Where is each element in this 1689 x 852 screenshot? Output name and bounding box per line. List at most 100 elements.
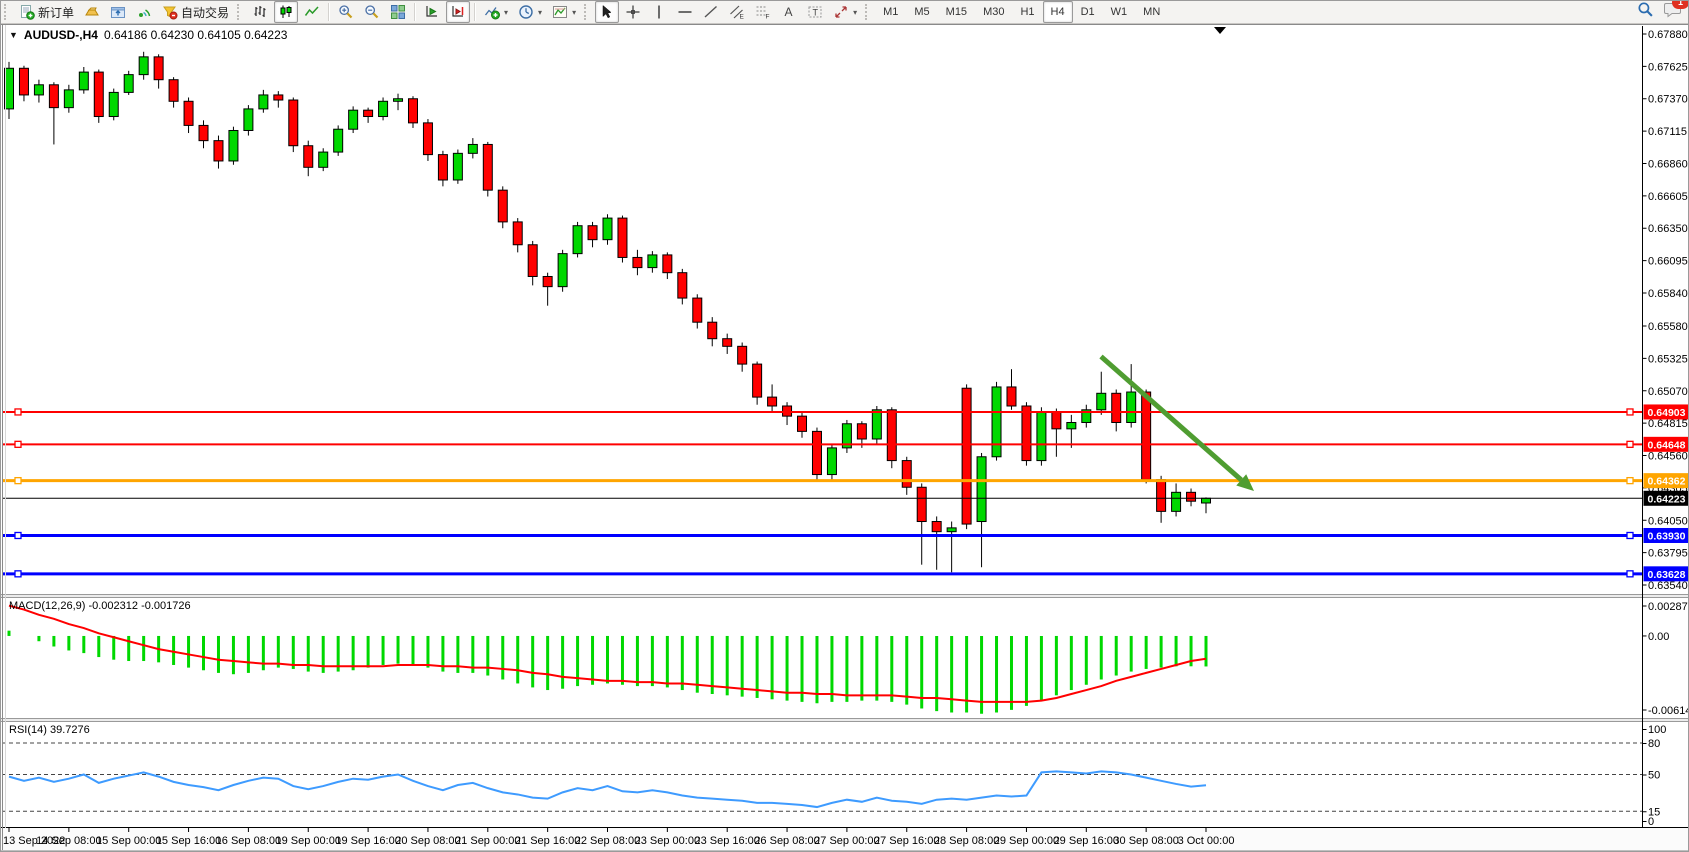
price-line-label-box: [1643, 404, 1688, 420]
chat-button[interactable]: 1: [1664, 1, 1688, 23]
time-axis-label: 23 Sep 16:00: [694, 835, 759, 847]
bear-candle: [512, 221, 523, 246]
fibonacci-button[interactable]: F: [751, 1, 775, 23]
axis-label: -0.006142: [1648, 705, 1689, 717]
symbol-menu-icon[interactable]: ▼: [9, 30, 18, 40]
bear-candle: [662, 254, 673, 274]
tile-windows-button[interactable]: [386, 1, 410, 23]
search-button[interactable]: [1637, 1, 1654, 23]
trend-arrow-line[interactable]: [1099, 354, 1243, 482]
new-order-button[interactable]: 新订单: [15, 1, 78, 23]
trendline-icon: [703, 4, 719, 20]
bear-candle: [632, 256, 643, 269]
indicators-button[interactable]: ▾: [480, 1, 512, 23]
cursor-button[interactable]: [595, 1, 620, 23]
bull-candle: [228, 129, 239, 162]
channel-button[interactable]: E: [725, 1, 749, 23]
trend-arrow-head[interactable]: [1236, 474, 1254, 492]
chart-symbol-period: AUDUSD-,H4: [23, 28, 98, 42]
toolbar-grip: [584, 4, 591, 20]
panel-separator[interactable]: [1, 718, 1689, 722]
chart-title-row: ▼ AUDUSD-,H4 0.64186 0.64230 0.64105 0.6…: [9, 28, 287, 42]
signals-button[interactable]: [132, 1, 156, 23]
line-handle[interactable]: [1626, 408, 1634, 416]
dropdown-caret-icon[interactable]: ▾: [538, 7, 543, 17]
publish-button[interactable]: [106, 1, 130, 23]
notification-badge: 1: [1672, 1, 1688, 9]
line-handle[interactable]: [1626, 570, 1634, 578]
timeframe-H1-button[interactable]: H1: [1020, 6, 1035, 18]
line-handle[interactable]: [14, 531, 22, 540]
line-handle[interactable]: [1626, 531, 1634, 540]
auto-scroll-button[interactable]: [420, 1, 444, 23]
zoom-in-button[interactable]: [334, 1, 358, 23]
timeframe-H4-button[interactable]: H4: [1042, 1, 1073, 23]
bull-candle: [871, 409, 882, 440]
cursor-icon: [599, 4, 615, 20]
price-axis-label: 0.66350: [1648, 223, 1688, 235]
price-axis-label: 0.67115: [1648, 126, 1687, 138]
line-handle[interactable]: [14, 440, 22, 448]
trendline-button[interactable]: [699, 1, 723, 23]
bull-candle: [647, 254, 658, 269]
line-handle[interactable]: [1626, 440, 1634, 448]
panel-separator[interactable]: [1, 594, 1689, 598]
time-axis-label: 28 Sep 08:00: [934, 835, 999, 847]
bull-candle: [333, 128, 344, 153]
price-line-label-box: [1643, 490, 1688, 506]
time-axis-label: 20 Sep 08:00: [395, 835, 460, 847]
timeframe-MN-button[interactable]: MN: [1143, 6, 1161, 18]
autotrading-button[interactable]: 自动交易: [158, 1, 233, 23]
bull-candle: [976, 456, 987, 523]
gold-button[interactable]: [80, 1, 104, 23]
price-line-label-box: [1643, 527, 1688, 543]
bear-candle: [961, 387, 972, 525]
bear-candle: [767, 396, 778, 407]
vertical-line-button[interactable]: [647, 1, 671, 23]
bear-candle: [1156, 479, 1167, 512]
line-price-label: 0.64903: [1648, 407, 1686, 419]
crosshair-button[interactable]: [621, 1, 645, 23]
toolbar-grip: [865, 4, 872, 20]
line-handle[interactable]: [14, 408, 22, 416]
templates-button[interactable]: ▾: [548, 1, 580, 23]
bear-candle: [273, 94, 284, 101]
line-price-label: 0.63930: [1648, 530, 1686, 542]
text-button[interactable]: A: [777, 1, 801, 23]
timeframe-M30-button[interactable]: M30: [983, 6, 1005, 18]
time-axis-label: 19 Sep 16:00: [335, 835, 400, 847]
line-handle[interactable]: [1626, 476, 1634, 485]
candlestick-chart-button[interactable]: [274, 1, 299, 23]
bar-chart-button[interactable]: [248, 1, 272, 23]
periods-button[interactable]: ▾: [514, 1, 546, 23]
bar-position-marker-icon[interactable]: [1214, 27, 1226, 34]
zoom-out-button[interactable]: [360, 1, 384, 23]
dropdown-caret-icon[interactable]: ▾: [504, 7, 509, 17]
timeframe-M15-button[interactable]: M15: [945, 6, 968, 18]
bull-candle: [1081, 409, 1092, 423]
bear-candle: [692, 297, 703, 323]
timeframe-M5-button[interactable]: M5: [914, 6, 930, 18]
dropdown-caret-icon[interactable]: ▾: [853, 7, 858, 17]
line-handle[interactable]: [14, 570, 22, 578]
text-label-button[interactable]: T: [803, 1, 827, 23]
svg-text:E: E: [740, 14, 745, 21]
chart-shift-button[interactable]: [446, 1, 471, 23]
line-handle[interactable]: [14, 476, 22, 485]
bull-candle: [841, 423, 852, 449]
dropdown-caret-icon[interactable]: ▾: [572, 7, 577, 17]
timeframe-W1-button[interactable]: W1: [1110, 6, 1128, 18]
axis-label: 80: [1648, 738, 1660, 750]
price-chart: 0.002876 0.00 -0.006142 100 80 50 150 0.67880 0.…: [1, 24, 1689, 851]
bear-candle: [707, 321, 718, 340]
toolbar-grip: [4, 4, 11, 20]
svg-text:T: T: [813, 8, 819, 18]
indicators-icon: [484, 4, 501, 20]
price-line-label-box: [1643, 436, 1688, 452]
timeframe-M1-button[interactable]: M1: [883, 6, 899, 18]
line-chart-button[interactable]: [300, 1, 324, 23]
bull-candle: [4, 67, 14, 110]
timeframe-D1-button[interactable]: D1: [1080, 6, 1095, 18]
arrows-button[interactable]: ▾: [829, 1, 861, 23]
horizontal-line-button[interactable]: [673, 1, 697, 23]
